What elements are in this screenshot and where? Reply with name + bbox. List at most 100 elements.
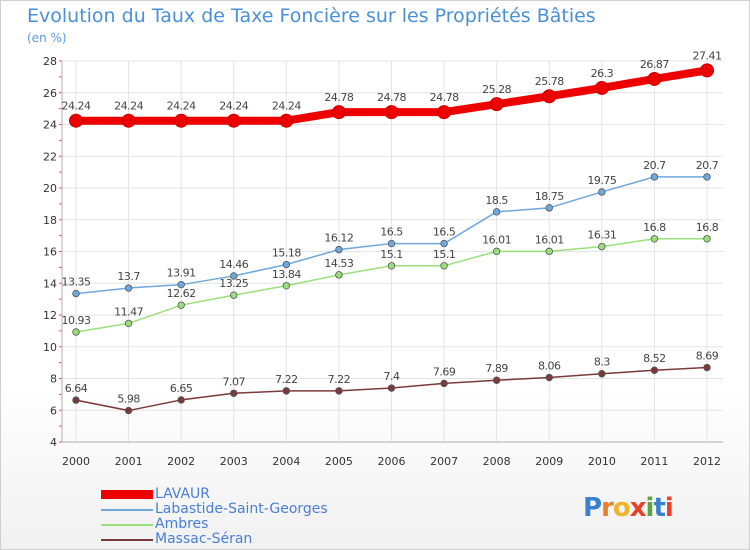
x-tick-label-2000: 2000 xyxy=(62,455,90,468)
data-point-ambres-2009 xyxy=(545,247,553,256)
y-tick-label-4: 4 xyxy=(50,436,57,449)
data-label-labastide-saint-georges-2000: 13.35 xyxy=(62,276,91,289)
x-tick-label-2007: 2007 xyxy=(430,455,458,468)
data-label-lavaur-2002: 24.24 xyxy=(167,100,196,113)
x-tick-label-2012: 2012 xyxy=(693,455,721,468)
data-point-ambres-2011 xyxy=(650,235,659,243)
data-point-ambres-2001 xyxy=(124,319,133,328)
data-point-massac-s-ran-2012 xyxy=(703,363,711,372)
data-label-lavaur-2012: 27.41 xyxy=(693,49,722,62)
data-label-ambres-2006: 15.1 xyxy=(380,248,403,261)
data-point-ambres-2010 xyxy=(598,242,606,251)
data-label-lavaur-2000: 24.24 xyxy=(62,100,91,113)
data-label-lavaur-2006: 24.78 xyxy=(377,91,406,104)
data-point-ambres-2008 xyxy=(492,247,501,256)
data-point-labastide-saint-georges-2012 xyxy=(703,173,711,181)
data-point-lavaur-2011 xyxy=(647,71,662,86)
y-tick-label-24: 24 xyxy=(43,119,57,132)
legend-label-labastide: Labastide-Saint-Georges xyxy=(155,501,328,517)
data-point-massac-s-ran-2004 xyxy=(282,387,291,395)
legend-item-ambres: Ambres xyxy=(101,517,328,532)
data-label-lavaur-2005: 24.78 xyxy=(324,91,353,104)
data-point-labastide-saint-georges-2006 xyxy=(387,239,396,248)
x-tick-label-2008: 2008 xyxy=(483,455,511,468)
data-point-labastide-saint-georges-2007 xyxy=(440,239,448,248)
brand-letter: r xyxy=(601,493,614,523)
x-tick-label-2003: 2003 xyxy=(220,455,248,468)
x-tick-label-2005: 2005 xyxy=(325,455,353,468)
data-label-ambres-2009: 16.01 xyxy=(535,233,564,246)
data-label-massac-s-ran-2001: 5.98 xyxy=(117,393,140,406)
data-point-ambres-2005 xyxy=(335,271,343,279)
data-label-labastide-saint-georges-2007: 16.5 xyxy=(433,226,456,239)
data-label-lavaur-2003: 24.24 xyxy=(219,100,248,113)
data-label-labastide-saint-georges-2004: 15.18 xyxy=(272,247,301,260)
brand-logo: Proxiti xyxy=(583,493,674,523)
y-tick-label-18: 18 xyxy=(43,214,57,227)
data-point-ambres-2000 xyxy=(72,328,80,336)
data-label-lavaur-2010: 26.3 xyxy=(591,67,614,80)
data-point-ambres-2012 xyxy=(703,235,711,243)
data-point-lavaur-2000 xyxy=(69,113,83,128)
data-point-massac-s-ran-2003 xyxy=(230,389,238,397)
brand-letter: o xyxy=(612,493,631,523)
y-tick-label-28: 28 xyxy=(43,55,57,68)
data-point-labastide-saint-georges-2008 xyxy=(492,208,501,216)
data-point-ambres-2006 xyxy=(387,262,396,270)
data-label-labastide-saint-georges-2001: 13.7 xyxy=(117,270,140,283)
data-label-labastide-saint-georges-2003: 14.46 xyxy=(219,258,248,271)
data-label-massac-s-ran-2005: 7.22 xyxy=(328,373,351,386)
data-label-lavaur-2004: 24.24 xyxy=(272,100,301,113)
brand-letter: t xyxy=(653,493,665,523)
data-label-labastide-saint-georges-2006: 16.5 xyxy=(380,226,403,239)
data-label-ambres-2004: 13.84 xyxy=(272,268,301,281)
data-label-labastide-saint-georges-2005: 16.12 xyxy=(324,232,353,245)
data-point-lavaur-2004 xyxy=(279,113,294,128)
legend-label-lavaur: LAVAUR xyxy=(155,486,211,502)
data-point-massac-s-ran-2009 xyxy=(545,373,553,382)
data-point-lavaur-2009 xyxy=(542,89,557,104)
data-label-ambres-2002: 12.62 xyxy=(167,287,196,300)
y-tick-label-16: 16 xyxy=(43,246,57,259)
y-tick-label-6: 6 xyxy=(50,404,57,417)
data-point-massac-s-ran-2001 xyxy=(124,406,133,415)
data-point-massac-s-ran-2010 xyxy=(598,370,606,378)
data-point-labastide-saint-georges-2011 xyxy=(650,173,659,181)
data-point-massac-s-ran-2005 xyxy=(335,387,343,395)
data-label-ambres-2010: 16.31 xyxy=(587,229,616,242)
y-tick-label-26: 26 xyxy=(43,87,57,100)
x-tick-label-2011: 2011 xyxy=(640,455,668,468)
data-label-massac-s-ran-2004: 7.22 xyxy=(275,373,298,386)
data-point-lavaur-2002 xyxy=(174,113,189,128)
legend-label-ambres: Ambres xyxy=(155,516,209,532)
data-label-lavaur-2001: 24.24 xyxy=(114,100,143,113)
data-label-ambres-2007: 15.1 xyxy=(433,248,456,261)
data-label-labastide-saint-georges-2002: 13.91 xyxy=(167,267,196,280)
x-tick-label-2010: 2010 xyxy=(588,455,616,468)
y-tick-label-10: 10 xyxy=(43,341,57,354)
legend-swatch-lavaur xyxy=(101,490,153,499)
data-point-massac-s-ran-2000 xyxy=(72,396,80,404)
data-label-lavaur-2009: 25.78 xyxy=(535,75,564,88)
data-label-labastide-saint-georges-2011: 20.7 xyxy=(643,159,666,172)
data-point-labastide-saint-georges-2002 xyxy=(177,280,185,289)
legend-item-lavaur: LAVAUR xyxy=(101,487,328,502)
data-label-ambres-2012: 16.8 xyxy=(696,221,719,234)
data-point-labastide-saint-georges-2000 xyxy=(72,289,80,298)
data-label-labastide-saint-georges-2009: 18.75 xyxy=(535,190,564,203)
data-label-massac-s-ran-2003: 7.07 xyxy=(223,375,246,388)
y-tick-label-20: 20 xyxy=(43,182,57,195)
legend-swatch-ambres xyxy=(101,523,153,526)
brand-letter: i xyxy=(645,493,655,523)
data-point-lavaur-2003 xyxy=(226,113,241,128)
data-point-ambres-2007 xyxy=(440,262,448,270)
data-label-massac-s-ran-2006: 7.4 xyxy=(384,370,400,383)
y-tick-label-22: 22 xyxy=(43,150,57,163)
legend-swatch-labastide xyxy=(101,508,153,511)
data-point-lavaur-2008 xyxy=(489,97,504,112)
data-label-ambres-2000: 10.93 xyxy=(62,314,91,327)
data-label-lavaur-2007: 24.78 xyxy=(430,91,459,104)
x-tick-label-2009: 2009 xyxy=(535,455,563,468)
data-point-lavaur-2012 xyxy=(700,63,714,78)
